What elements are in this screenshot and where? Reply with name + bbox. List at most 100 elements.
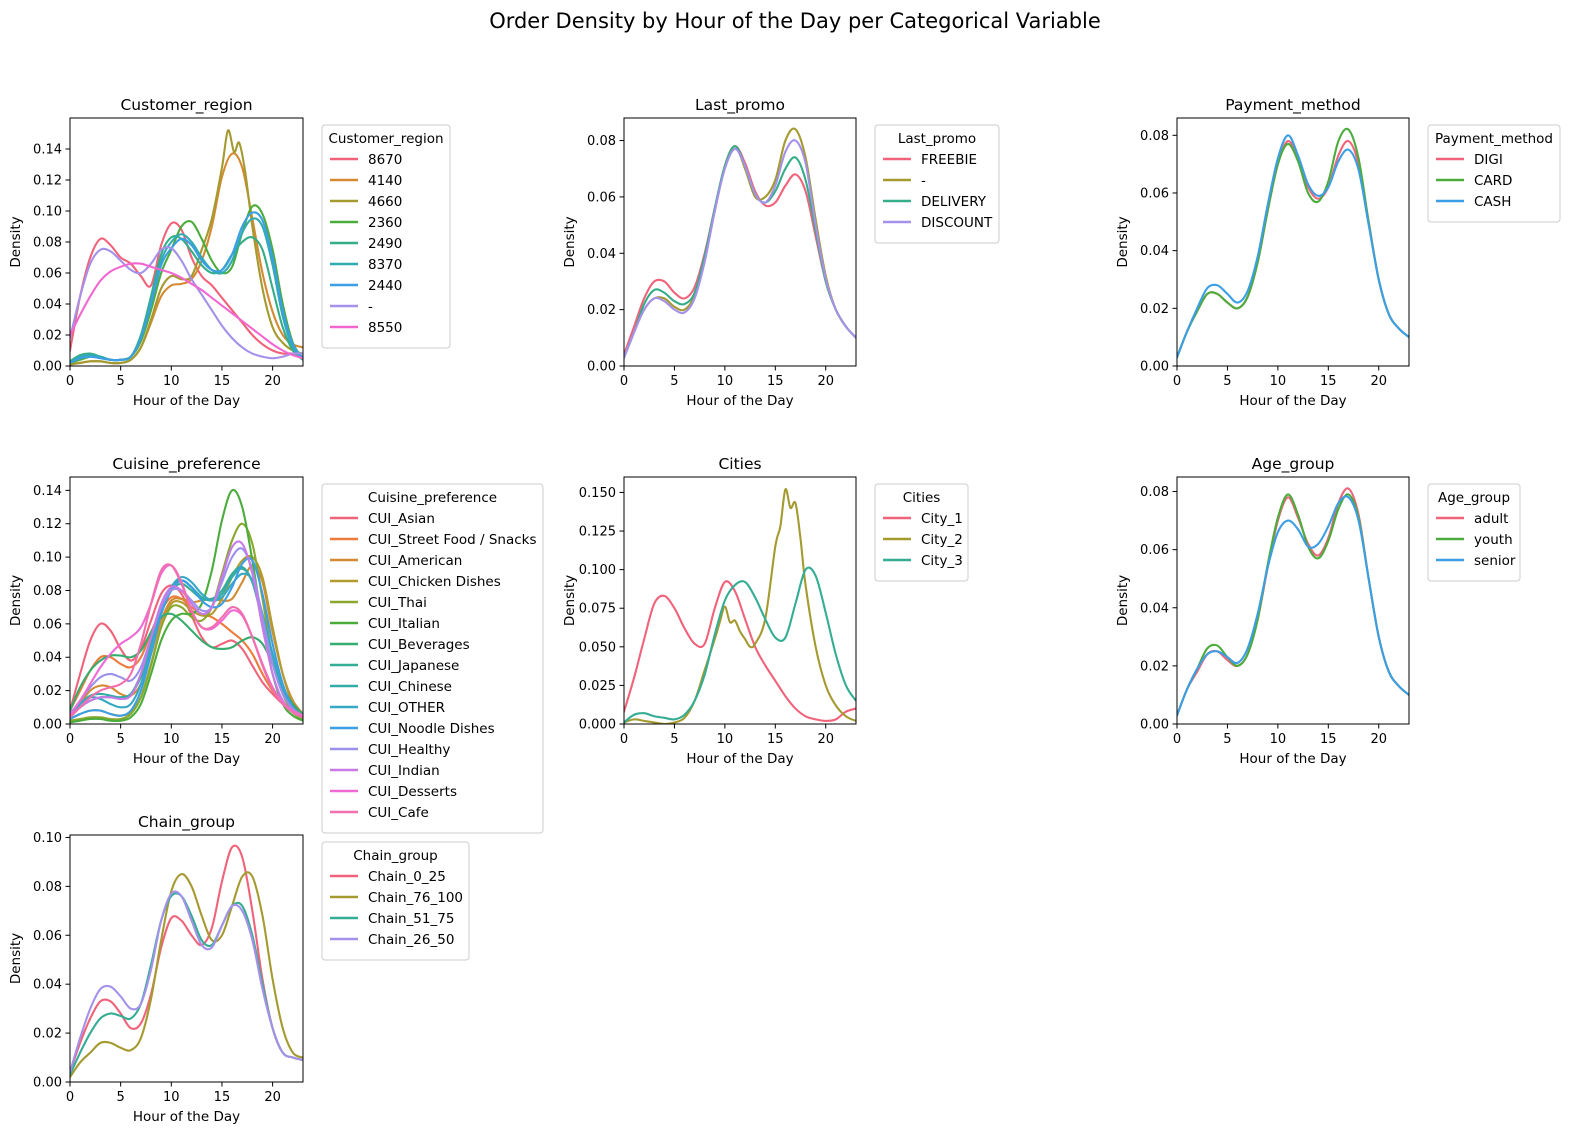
axes-frame: [69, 476, 304, 725]
legend-entry: FREEBIE: [921, 152, 977, 168]
legend: Cities City_1 City_2 City_3: [874, 483, 969, 582]
y-tick-label: 0.02: [1140, 302, 1169, 317]
x-axis-label: Hour of the Day: [133, 393, 240, 409]
x-axis-label: Hour of the Day: [686, 393, 793, 409]
legend-entry: CUI_Japanese: [368, 658, 459, 674]
legend-entry: 2440: [368, 278, 402, 294]
subplot-age-group: Age_group 0 5 10 15 20 0.00 0.02 0.04 0.06 0.08 Hou…: [1115, 455, 1521, 767]
x-tick-label: 15: [1320, 374, 1337, 389]
y-tick-label: 0.08: [1140, 129, 1169, 144]
legend-entry: 8370: [368, 257, 402, 273]
legend-entry: CUI_Thai: [368, 595, 427, 611]
y-tick-label: 0.04: [1140, 244, 1169, 259]
subplot-title: Last_promo: [695, 96, 785, 115]
y-tick-label: 0.075: [579, 602, 616, 617]
legend-title: Cuisine_preference: [368, 490, 497, 506]
axes-frame: [69, 834, 304, 1083]
y-tick-label: 0.08: [33, 236, 62, 251]
series-line-senior: [1177, 495, 1409, 717]
plot-area: [70, 488, 303, 724]
axes-frame: [623, 117, 857, 367]
x-tick-label: 20: [264, 374, 281, 389]
y-tick-label: 0.08: [33, 584, 62, 599]
legend-entry: City_1: [921, 511, 963, 527]
subplot-title: Age_group: [1252, 455, 1335, 474]
legend-entry: CUI_Street Food / Snacks: [368, 532, 537, 548]
legend: Cuisine_preference CUI_Asian CUI_Street Fo…: [321, 483, 544, 834]
y-tick-label: 0.00: [33, 360, 62, 375]
legend-entry: CUI_Healthy: [368, 742, 450, 758]
x-tick-label: 0: [66, 374, 74, 389]
x-tick-label: 5: [1223, 732, 1231, 747]
x-tick-label: 20: [817, 732, 834, 747]
series-line-dash: [70, 246, 303, 360]
legend-entry: DIGI: [1474, 152, 1503, 168]
legend-entry: CUI_Italian: [368, 616, 440, 632]
x-tick-label: 0: [66, 1090, 74, 1105]
series-line-cui-street-food-snacks: [70, 595, 303, 716]
legend-entry: City_3: [921, 553, 963, 569]
y-tick-label: 0.06: [1140, 543, 1169, 558]
series-line-cash: [1177, 134, 1409, 359]
series-line-city-2: [624, 488, 856, 724]
subplot-title: Payment_method: [1225, 96, 1360, 115]
y-tick-label: 0.050: [579, 640, 616, 655]
y-tick-label: 0.02: [587, 303, 616, 318]
y-tick-label: 0.12: [33, 174, 62, 189]
y-tick-label: 0.00: [33, 718, 62, 733]
x-axis-label: Hour of the Day: [133, 751, 240, 767]
x-tick-label: 10: [163, 374, 180, 389]
legend-entry: 4660: [368, 194, 402, 210]
x-tick-label: 10: [717, 732, 734, 747]
subplot-title: Customer_region: [120, 96, 252, 115]
series-line-dash: [624, 127, 856, 359]
x-tick-label: 0: [1173, 374, 1181, 389]
legend-entry: Chain_0_25: [368, 869, 446, 885]
series-line-chain-51-75: [70, 892, 303, 1076]
axes-frame: [1176, 117, 1410, 367]
x-tick-label: 10: [717, 374, 734, 389]
x-tick-label: 15: [767, 732, 784, 747]
subplot-cities: Cities 0 5 10 15 20 0.000 0.025 0.050 0.075 0.100 0…: [562, 455, 969, 767]
y-tick-label: 0.08: [1140, 485, 1169, 500]
y-axis-label: Density: [8, 216, 24, 267]
y-tick-label: 0.04: [1140, 601, 1169, 616]
y-tick-label: 0.12: [33, 517, 62, 532]
y-tick-label: 0.08: [33, 880, 62, 895]
x-tick-label: 0: [1173, 732, 1181, 747]
y-tick-label: 0.14: [33, 484, 62, 499]
legend-entry: CUI_Beverages: [368, 637, 470, 653]
x-tick-label: 0: [620, 732, 628, 747]
legend-entry: CUI_Indian: [368, 763, 440, 779]
x-tick-label: 15: [214, 374, 231, 389]
subplot-title: Cuisine_preference: [112, 455, 260, 474]
series-line-discount: [624, 139, 856, 359]
y-tick-label: 0.100: [579, 563, 616, 578]
series-line-8550: [70, 262, 303, 360]
y-tick-label: 0.000: [579, 718, 616, 733]
x-tick-label: 0: [620, 374, 628, 389]
series-line-4660: [70, 129, 303, 366]
axes-frame: [623, 476, 857, 725]
legend-entry: 4140: [368, 173, 402, 189]
y-tick-label: 0.00: [1140, 718, 1169, 733]
y-axis-label: Density: [562, 216, 578, 267]
series-line-4140: [70, 152, 303, 366]
legend-entry: CUI_Cafe: [368, 805, 429, 821]
series-line-cui-noodle-dishes: [70, 557, 303, 721]
series-line-city-3: [624, 566, 856, 724]
legend-entry: 2360: [368, 215, 402, 231]
y-tick-label: 0.06: [33, 617, 62, 632]
legend-entry: CUI_Chicken Dishes: [368, 574, 501, 590]
x-tick-label: 5: [1223, 374, 1231, 389]
x-tick-label: 20: [1370, 732, 1387, 747]
y-tick-label: 0.06: [33, 929, 62, 944]
subplot-title: Chain_group: [138, 813, 235, 832]
subplot-title: Cities: [718, 455, 761, 473]
x-tick-label: 20: [264, 1090, 281, 1105]
y-tick-label: 0.025: [579, 679, 616, 694]
y-tick-label: 0.10: [33, 551, 62, 566]
x-tick-label: 15: [1320, 732, 1337, 747]
x-axis-label: Hour of the Day: [1239, 393, 1346, 409]
